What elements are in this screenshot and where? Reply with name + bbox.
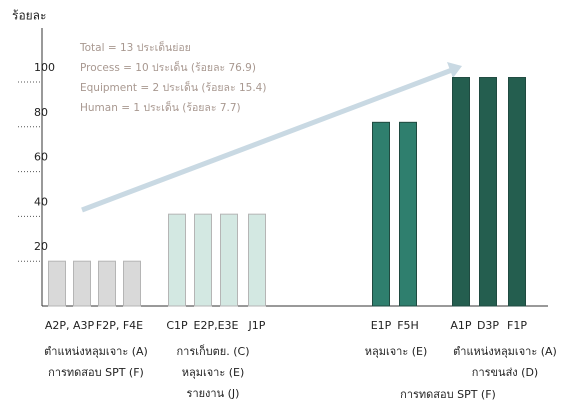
bar <box>508 77 526 307</box>
bar <box>73 260 91 307</box>
summary-line: Equipment = 2 ประเด็น (ร้อยละ 15.4) <box>80 80 266 94</box>
x-tick-label: A1P <box>450 319 472 332</box>
group-label: รายงาน (J) <box>187 387 240 400</box>
y-axis-label: ร้อยละ <box>12 9 46 23</box>
y-tick-label: 20 <box>34 240 48 253</box>
y-tick-label: 80 <box>34 106 48 119</box>
group-label: การเก็บตย. (C) <box>177 344 250 358</box>
group-label: หลุมเจาะ (E) <box>365 345 428 358</box>
summary-line: Process = 10 ประเด็น (ร้อยละ 76.9) <box>80 60 256 74</box>
x-tick-label: D3P <box>477 319 499 332</box>
group-label: หลุมเจาะ (E) <box>182 366 245 379</box>
y-tick-label: 60 <box>34 151 48 164</box>
x-tick-label: J1P <box>248 319 266 332</box>
bar <box>123 260 141 307</box>
x-tick-label: E1P <box>371 319 392 332</box>
x-tick-label: C1P <box>166 319 188 332</box>
y-tick-label: 100 <box>34 61 55 74</box>
footer-label: การทดสอบ SPT (F) <box>400 388 496 401</box>
bar <box>220 213 238 307</box>
x-tick-label: F2P, F4E <box>96 319 143 332</box>
bar <box>248 213 266 307</box>
summary-line: Total = 13 ประเด็นย่อย <box>79 40 191 54</box>
trend-arrow <box>81 67 453 213</box>
y-tick-label: 40 <box>34 195 48 208</box>
group-label: การทดสอบ SPT (F) <box>48 366 144 379</box>
x-tick-label: F1P <box>507 319 527 332</box>
bar <box>98 260 116 307</box>
bar <box>452 77 470 307</box>
bar <box>372 121 390 307</box>
group-label: ตำแหน่งหลุมเจาะ (A) <box>453 345 557 358</box>
x-tick-label: E2P,E3E <box>194 319 239 332</box>
bar <box>168 213 186 307</box>
x-tick-label: A2P, A3P <box>45 319 95 332</box>
bar <box>399 121 417 307</box>
group-label: ตำแหน่งหลุมเจาะ (A) <box>44 345 148 358</box>
bar <box>194 213 212 307</box>
summary-line: Human = 1 ประเด็น (ร้อยละ 7.7) <box>80 100 241 114</box>
group-label: การขนส่ง (D) <box>472 366 538 379</box>
arrow-head <box>447 62 462 78</box>
x-tick-label: F5H <box>397 319 419 332</box>
bar <box>48 260 66 307</box>
bar <box>479 77 497 307</box>
